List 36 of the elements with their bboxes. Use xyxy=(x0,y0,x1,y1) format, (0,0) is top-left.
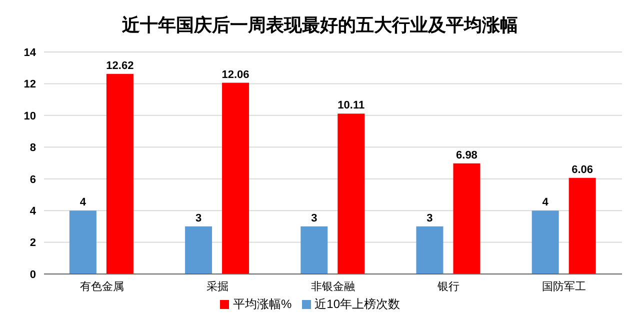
data-label: 3 xyxy=(311,212,318,224)
y-tick-label: 2 xyxy=(30,237,36,250)
legend-label: 近10年上榜次数 xyxy=(314,297,400,311)
x-tick-label: 银行 xyxy=(436,280,460,293)
data-label: 6.98 xyxy=(456,149,478,162)
bar xyxy=(338,114,365,274)
data-label: 4 xyxy=(542,196,550,209)
bar xyxy=(416,226,444,274)
y-tick-label: 8 xyxy=(30,142,36,154)
x-tick-label: 采掘 xyxy=(206,280,228,293)
y-tick-label: 14 xyxy=(24,46,37,59)
y-tick-label: 12 xyxy=(24,78,36,91)
data-label: 4 xyxy=(80,196,87,209)
data-label: 12.62 xyxy=(106,60,134,72)
bar xyxy=(453,163,480,274)
data-label: 10.11 xyxy=(338,100,365,112)
bar xyxy=(185,226,212,274)
legend-label: 平均涨幅% xyxy=(232,297,292,311)
bar xyxy=(222,82,250,274)
data-label: 12.06 xyxy=(222,68,250,81)
chart-title: 近十年国庆后一周表现最好的五大行业及平均涨幅 xyxy=(121,14,519,37)
data-label: 3 xyxy=(195,212,202,224)
x-tick-label: 国防军工 xyxy=(542,280,586,293)
x-tick-label: 有色金属 xyxy=(80,280,124,293)
y-tick-label: 10 xyxy=(24,110,36,122)
y-tick-label: 0 xyxy=(30,268,36,281)
y-tick-label: 6 xyxy=(30,174,36,186)
bar xyxy=(106,74,134,274)
bar xyxy=(300,226,328,274)
x-tick-label: 非银金融 xyxy=(311,280,355,293)
data-label: 6.06 xyxy=(572,164,594,176)
y-tick-label: 4 xyxy=(30,205,37,218)
bar xyxy=(532,210,559,274)
data-label: 3 xyxy=(426,212,433,224)
bar xyxy=(69,210,96,274)
bar xyxy=(568,178,596,274)
